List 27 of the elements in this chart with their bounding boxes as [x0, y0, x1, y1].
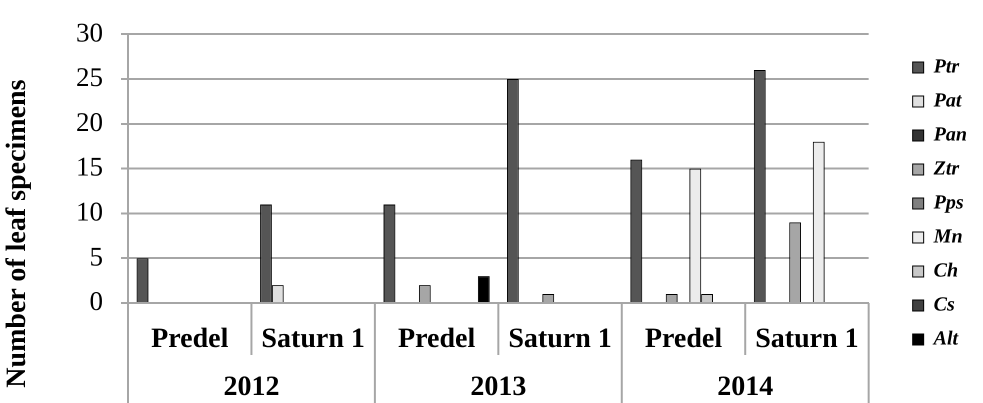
- bar: [478, 276, 490, 302]
- text: 2014: [717, 371, 774, 402]
- x-tick-label: Saturn 1: [261, 323, 365, 354]
- legend-label: Ptr: [932, 56, 960, 78]
- y-tick-label: 20: [76, 106, 103, 137]
- x-tick-label: Predel: [644, 323, 722, 354]
- legend-label: Mn: [932, 226, 963, 248]
- y-tick-label: 0: [90, 286, 103, 316]
- y-tick-label: 15: [76, 152, 103, 182]
- y-axis-title: Number of leaf specimens: [1, 79, 32, 388]
- y-tick-label: 25: [76, 62, 103, 92]
- y-tick-label: 30: [76, 17, 103, 48]
- y-tick-label: 10: [76, 196, 103, 226]
- legend-label: Alt: [932, 328, 960, 350]
- legend-label: Pan: [932, 124, 968, 146]
- x-tick-label: Saturn 1: [755, 323, 859, 354]
- x-tick-label: Predel: [398, 323, 476, 354]
- legend-label: Cs: [934, 294, 955, 316]
- x-tick-label: Predel: [151, 323, 229, 354]
- legend-label: Ch: [934, 260, 958, 282]
- x-tick-label: Saturn 1: [508, 323, 612, 354]
- legend-label: Pat: [932, 90, 963, 112]
- text: 2013: [470, 371, 526, 402]
- y-tick-label: 5: [90, 241, 103, 272]
- legend-label: Pps: [932, 192, 964, 214]
- text: 2012: [223, 371, 280, 402]
- legend-label: Ztr: [932, 158, 960, 180]
